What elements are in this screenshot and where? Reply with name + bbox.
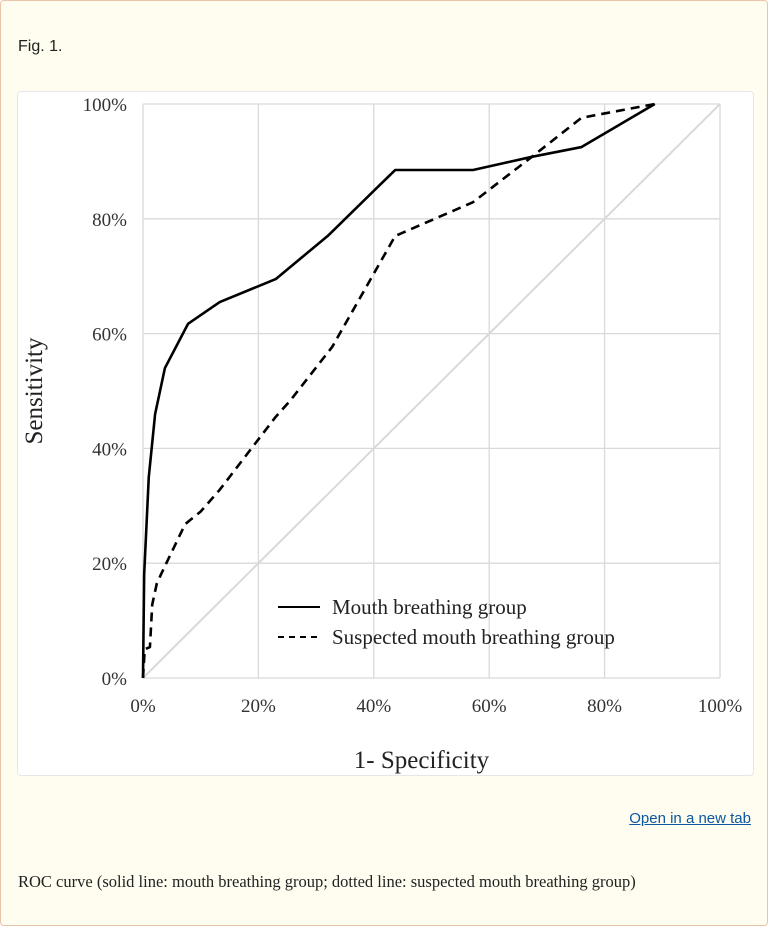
- y-tick-label: 60%: [92, 325, 127, 346]
- series-line-2: [141, 102, 656, 679]
- y-tick-label: 0%: [102, 669, 128, 690]
- y-tick-label: 100%: [83, 95, 128, 116]
- x-tick-label: 20%: [241, 696, 276, 717]
- x-tick-label: 60%: [472, 696, 507, 717]
- y-tick-label: 20%: [92, 554, 127, 575]
- roc-chart: 0%0% 20% 20% 40% 40% 60% 60% 80% 80% 100% 100% Mout…: [21, 95, 743, 774]
- y-axis-label: Sensitivity: [21, 337, 48, 444]
- open-in-new-tab-link[interactable]: Open in a new tab: [629, 810, 751, 827]
- legend-label-2: Suspected mouth breathing group: [332, 625, 615, 649]
- figure-caption: ROC curve (solid line: mouth breathing g…: [18, 872, 636, 891]
- figure-image: 0% 0% 20% 20% 40% 40% 60% 60% 80% 80% 100% 100% Mout…: [17, 91, 754, 776]
- x-tick-label: 0%: [130, 696, 156, 717]
- x-tick-label: 40%: [356, 696, 391, 717]
- x-tick-label: 80%: [587, 696, 622, 717]
- legend-label-1: Mouth breathing group: [332, 595, 527, 619]
- series-line-1: [141, 102, 656, 679]
- x-tick-label: 100%: [698, 696, 743, 717]
- reference-diagonal-line: [142, 103, 721, 679]
- y-tick-label: 80%: [92, 210, 127, 231]
- figure-label: Fig. 1.: [18, 38, 63, 55]
- x-axis-label: 1- Specificity: [354, 747, 490, 774]
- y-tick-label: 40%: [92, 439, 127, 460]
